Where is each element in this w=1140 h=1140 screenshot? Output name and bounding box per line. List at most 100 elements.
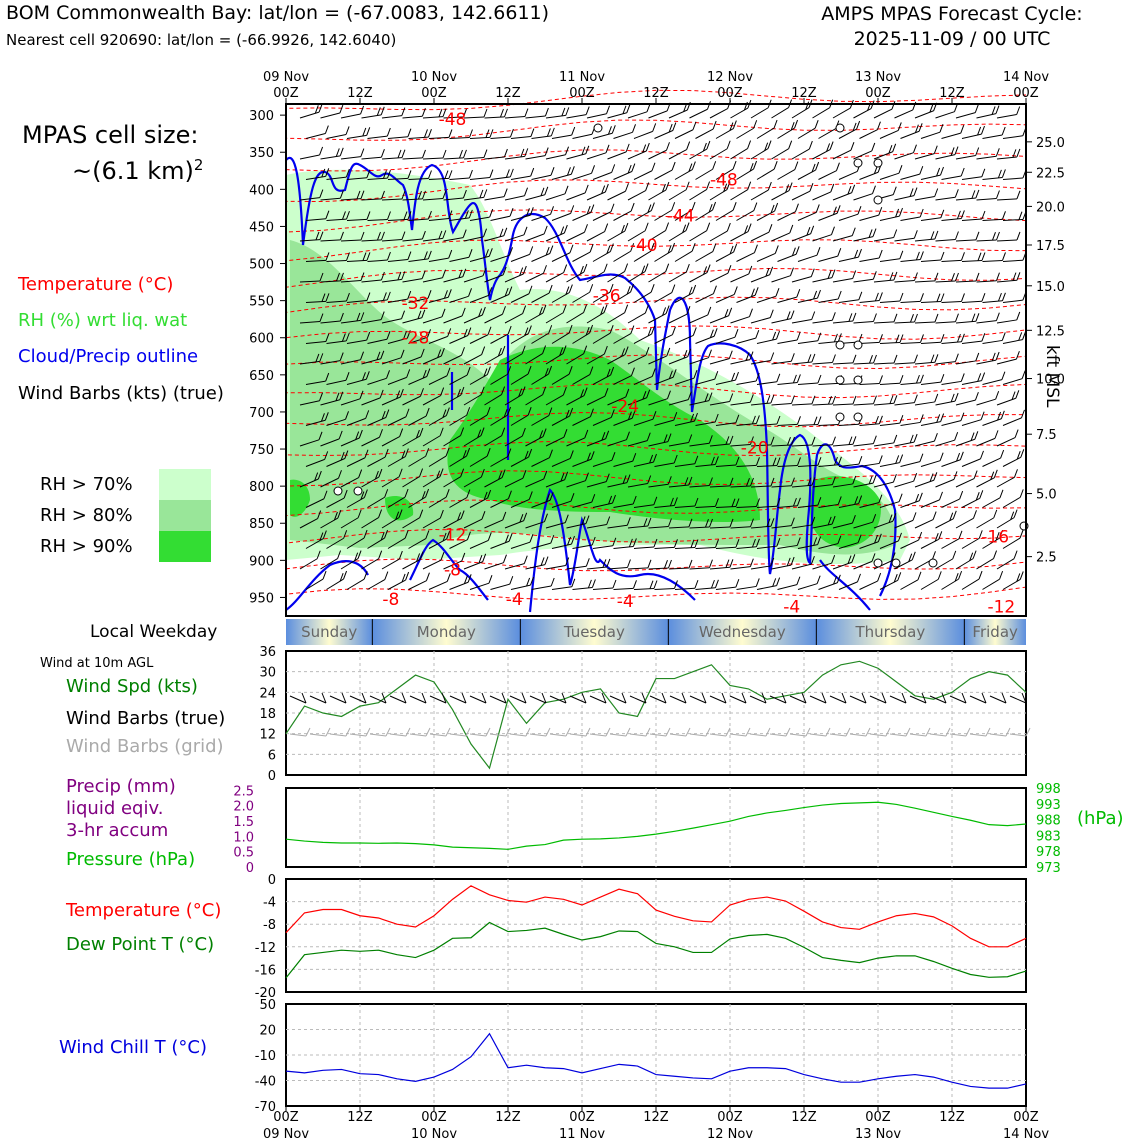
calm-wind-circle <box>873 195 883 205</box>
wind-barb-flag <box>999 570 1004 580</box>
temperature-contour-label: -48 <box>710 171 738 191</box>
kft-tick-label: 17.5 <box>1036 239 1065 254</box>
wind-barb <box>797 464 818 467</box>
wind-barb-flag <box>464 210 469 219</box>
wind-barb-flag <box>421 309 426 318</box>
grid-wind-barb <box>589 733 607 737</box>
wind-barb <box>941 578 959 590</box>
wind-barb <box>961 380 982 385</box>
wind-barb <box>484 156 505 160</box>
wind-barb <box>894 321 915 324</box>
wind-barb-flag <box>999 529 1004 539</box>
wind-barb-flag <box>502 266 507 276</box>
wind-barb-flag <box>461 347 465 356</box>
wind-barb-flag <box>977 373 982 382</box>
wind-barb-flag <box>731 498 736 507</box>
wind-barb-flag <box>387 211 391 220</box>
wind-barb <box>299 518 318 529</box>
wind-barb <box>648 110 668 119</box>
wind-barb-flag <box>731 372 736 382</box>
wind-barb-flag <box>339 352 344 361</box>
wind-barb-flag <box>487 532 492 541</box>
pressure-tick-label: 700 <box>249 406 274 421</box>
wind-barb-flag <box>878 494 883 503</box>
wind-barb <box>592 251 611 262</box>
wind-barb-flag <box>318 431 323 440</box>
precip-tick-label: 0 <box>246 861 254 876</box>
wind-barb-flag <box>1013 550 1018 559</box>
wind-barb <box>613 545 634 549</box>
wind-barb-flag <box>489 169 494 178</box>
wind-barb <box>832 561 852 570</box>
wind-barb-flag <box>318 103 323 113</box>
wind-barb-flag <box>612 579 617 589</box>
wind-barb <box>305 380 326 385</box>
wind-barb-flag <box>385 409 390 418</box>
pressure-tick-label: 650 <box>249 369 274 384</box>
wind-barb-flag <box>482 267 487 276</box>
wind-barb <box>408 336 428 344</box>
wind-barb <box>469 582 490 590</box>
wind-barb-flag <box>940 166 944 176</box>
wind-barb-flag <box>564 185 569 194</box>
wind-barb-flag <box>425 530 430 539</box>
wind-barb-flag <box>934 188 939 197</box>
top-time-day-label: 14 Nov <box>1003 70 1049 85</box>
wind-barb-flag <box>443 290 448 299</box>
wind-barb-flag <box>604 223 609 232</box>
wind-barb-flag <box>847 186 852 195</box>
wind-barb <box>299 197 320 201</box>
wind-barb <box>408 218 429 221</box>
wind-barb-flag <box>579 265 584 275</box>
wind-barb <box>504 313 523 324</box>
wind-barb-flag <box>586 205 591 215</box>
wind-barb-flag <box>770 477 775 487</box>
wind-barb-flag <box>871 142 876 152</box>
wind-barb-flag <box>673 539 678 548</box>
wind-barb-flag <box>666 142 670 151</box>
wind-barb-flag <box>650 202 655 211</box>
wind-barb-flag <box>817 497 822 506</box>
grid-wind-barb-flag <box>385 727 391 737</box>
wind-barb-flag <box>591 165 595 174</box>
wind-barb-flag <box>502 511 507 521</box>
wind-barb-flag <box>499 228 504 237</box>
wind-barb-flag <box>345 292 350 302</box>
surface-wind-barb-flag <box>761 692 767 704</box>
cell-size-line1: MPAS cell size: <box>22 121 199 149</box>
wind-barb-flag <box>460 510 465 519</box>
wind-barb <box>879 129 899 139</box>
wind-barb-flag <box>747 223 752 232</box>
wind-barb-flag <box>423 129 428 138</box>
surface-wind-barb <box>469 695 487 704</box>
wind-barb-flag <box>461 307 466 317</box>
wind-barb-flag <box>568 324 573 334</box>
wind-barb <box>361 358 381 365</box>
temperature-contour-label: -40 <box>630 236 658 256</box>
wind-barb <box>572 212 592 221</box>
wind-barb <box>1002 417 1022 426</box>
wind-barb-flag <box>627 164 632 174</box>
calm-wind-circle <box>891 558 901 568</box>
wind-barb-flag <box>646 432 651 441</box>
wind-barb <box>299 360 320 365</box>
wind-barb-flag <box>606 368 611 378</box>
wind-barb-flag <box>415 429 420 439</box>
wind-barb-flag <box>766 518 771 527</box>
legend-wind: Wind Barbs (kts) (true) <box>18 383 224 404</box>
wind-barb <box>941 217 962 221</box>
surface-wind-barb-flag <box>901 692 907 704</box>
wind-barb-flag <box>940 251 945 261</box>
grid-wind-barb <box>769 733 787 737</box>
wind-panel-tick-label: 12 <box>259 728 276 743</box>
weekday-label: Local Weekday <box>90 622 218 642</box>
kft-tick-label: 10.0 <box>1036 373 1065 388</box>
wind-barb <box>443 116 464 119</box>
wind-barb-flag <box>386 331 391 340</box>
surface-wind-barb <box>529 695 547 704</box>
wind-barb <box>695 168 713 180</box>
wind-barb-flag <box>915 374 920 384</box>
wind-barb <box>463 157 484 160</box>
windchill-panel-tick-label: 50 <box>259 998 276 1013</box>
wind-barb-flag <box>1020 449 1025 458</box>
